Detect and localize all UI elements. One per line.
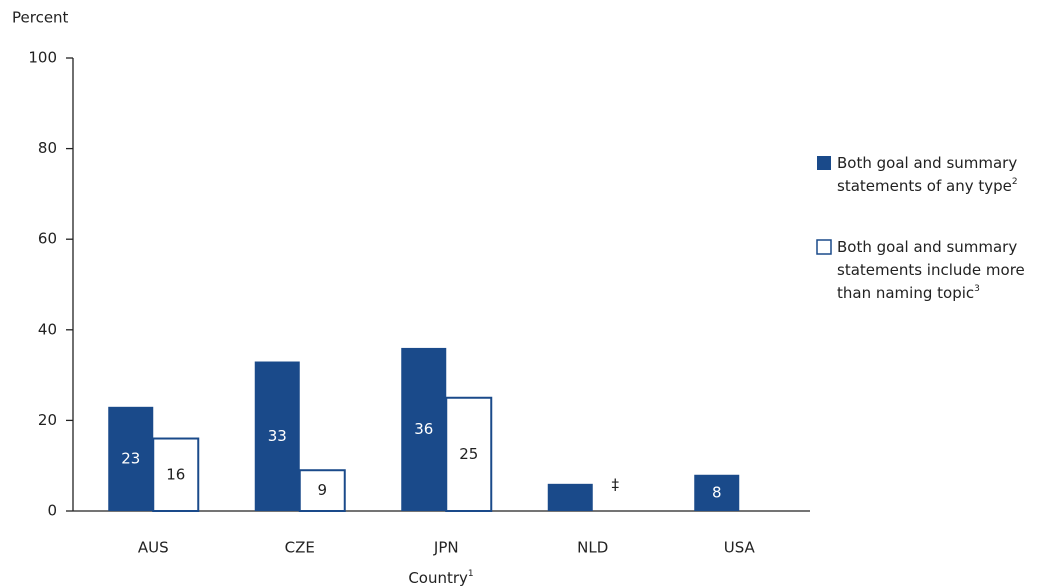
- y-axis-label: Percent: [12, 9, 69, 27]
- value-label: ‡: [612, 476, 620, 494]
- x-tick-label: USA: [724, 539, 756, 557]
- legend-label-note: 2: [1012, 177, 1018, 187]
- value-label: 25: [459, 445, 478, 463]
- value-label: 8: [712, 483, 722, 501]
- y-tick-label: 100: [28, 49, 57, 67]
- x-tick-label: NLD: [577, 539, 608, 557]
- value-label: 23: [121, 449, 140, 467]
- value-label: 16: [166, 465, 185, 483]
- bar: [298, 469, 346, 513]
- y-tick-label: 80: [38, 139, 57, 157]
- bar: [547, 483, 593, 511]
- x-axis-label: Country1: [408, 569, 473, 587]
- value-label: 9: [317, 481, 327, 499]
- legend-label-note: 3: [974, 284, 980, 294]
- y-tick-label: 40: [38, 320, 57, 338]
- bar: [254, 361, 300, 511]
- bar: [694, 474, 740, 511]
- legend-swatch: [816, 239, 832, 255]
- x-axis-label-text: Country: [408, 569, 468, 587]
- bar: [108, 406, 154, 511]
- legend-swatch: [817, 156, 831, 170]
- value-label: 33: [268, 427, 287, 445]
- x-axis-label-note: 1: [468, 569, 474, 579]
- x-tick-label: AUS: [138, 539, 169, 557]
- legend-label: Both goal and summary statements include …: [837, 238, 1025, 302]
- value-label: 36: [414, 420, 433, 438]
- bar: [152, 437, 200, 512]
- legend-label-text: Both goal and summary statements of any t…: [837, 154, 1017, 195]
- y-tick-label: 0: [47, 502, 57, 520]
- x-tick-label: JPN: [433, 539, 459, 557]
- x-tick-label: CZE: [285, 539, 315, 557]
- y-tick-label: 60: [38, 230, 57, 248]
- bar: [401, 347, 447, 511]
- legend-label: Both goal and summary statements of any t…: [837, 154, 1018, 195]
- y-tick-label: 20: [38, 411, 57, 429]
- bar: [445, 396, 493, 512]
- legend-label-text: Both goal and summary statements include …: [837, 238, 1025, 302]
